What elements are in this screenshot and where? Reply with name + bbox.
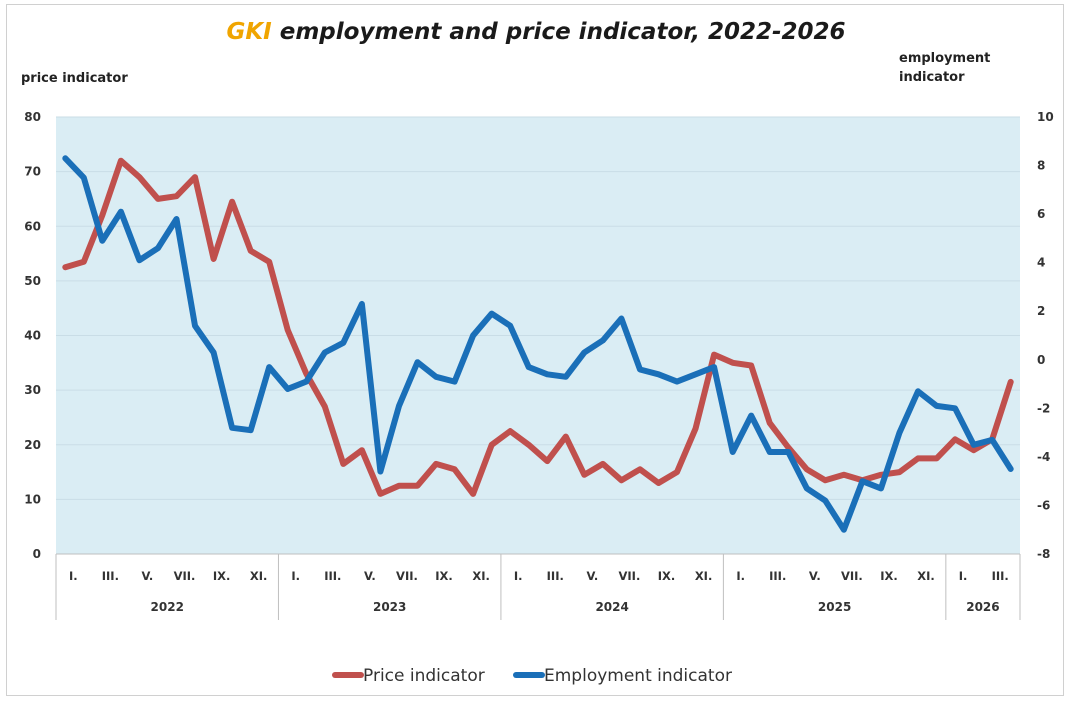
y-left-tick-label: 60: [24, 219, 41, 233]
y-left-tick-label: 0: [33, 547, 41, 561]
x-month-label: IX.: [658, 569, 676, 583]
x-month-label: III.: [769, 569, 786, 583]
y-left-tick-label: 40: [24, 329, 41, 343]
x-year-label: 2022: [151, 600, 184, 614]
chart-title: GKI employment and price indicator, 2022…: [226, 19, 845, 45]
x-month-label: III.: [102, 569, 119, 583]
y-left-tick-label: 30: [24, 383, 41, 397]
x-month-label: III.: [992, 569, 1009, 583]
x-axis: I. III. V. VII. IX. XI. I. III. V. VII. IX. XI. I. II…: [55, 553, 1021, 620]
y-right-tick-label: -4: [1037, 450, 1050, 464]
y-right-axis-title-line2: indicator: [899, 70, 965, 85]
y-left-tick-label: 70: [24, 165, 41, 179]
series-line-0: [62, 157, 1014, 497]
y-right-axis-title-line1: employment: [899, 51, 990, 66]
x-month-label: IX.: [880, 569, 898, 583]
y-right-tick-label: -8: [1037, 547, 1050, 561]
series-lines: [62, 155, 1014, 533]
x-month-label: VII.: [396, 569, 418, 583]
x-month-label: XI.: [695, 569, 713, 583]
x-month-label: VII.: [619, 569, 641, 583]
chart-frame: GKI employment and price indicator, 2022…: [6, 4, 1064, 696]
series-line-1: [62, 155, 1014, 533]
line-chart: GKI employment and price indicator, 2022…: [21, 19, 1054, 686]
legend-label-1: Employment indicator: [544, 666, 732, 686]
y-left-axis: 0 10 20 30 40 50 60 70 80: [24, 110, 41, 561]
x-month-label: XI.: [250, 569, 268, 583]
y-left-tick-label: 20: [24, 438, 41, 452]
x-month-label: VII.: [841, 569, 863, 583]
x-month-label: I.: [959, 569, 968, 583]
x-month-label: V.: [364, 569, 376, 583]
y-right-tick-label: 2: [1037, 304, 1045, 318]
x-year-label: 2023: [373, 600, 406, 614]
x-year-label: 2026: [966, 600, 999, 614]
y-right-tick-label: 10: [1037, 110, 1054, 124]
y-left-tick-label: 80: [24, 110, 41, 124]
x-month-label: V.: [809, 569, 821, 583]
x-month-label: V.: [142, 569, 154, 583]
y-right-axis: -8 -6 -4 -2 0 2 4 6 8 10: [1037, 110, 1054, 561]
x-year-label: 2025: [818, 600, 851, 614]
x-month-label: I.: [736, 569, 745, 583]
y-left-tick-label: 50: [24, 274, 41, 288]
x-month-label: III.: [324, 569, 341, 583]
y-right-tick-label: 6: [1037, 207, 1045, 221]
y-right-tick-label: -2: [1037, 401, 1050, 415]
y-left-tick-label: 10: [24, 492, 41, 506]
x-month-label: III.: [547, 569, 564, 583]
x-month-label: VII.: [174, 569, 196, 583]
x-month-label: I.: [69, 569, 78, 583]
y-right-tick-label: -6: [1037, 498, 1050, 512]
chart-title-highlight: GKI: [226, 19, 272, 45]
y-right-tick-label: 8: [1037, 159, 1045, 173]
legend-label-0: Price indicator: [363, 666, 485, 686]
x-month-label: XI.: [472, 569, 490, 583]
x-month-label: IX.: [213, 569, 231, 583]
x-month-label: IX.: [435, 569, 453, 583]
x-month-label: I.: [514, 569, 523, 583]
x-month-label: I.: [291, 569, 300, 583]
x-month-label: XI.: [917, 569, 935, 583]
legend: Price indicator Employment indicator: [332, 666, 732, 686]
y-right-tick-label: 0: [1037, 353, 1045, 367]
chart-title-rest: employment and price indicator, 2022-202…: [272, 19, 846, 45]
y-right-tick-label: 4: [1037, 256, 1045, 270]
x-month-label: V.: [586, 569, 598, 583]
y-left-axis-title: price indicator: [21, 71, 128, 86]
x-year-label: 2024: [595, 600, 628, 614]
